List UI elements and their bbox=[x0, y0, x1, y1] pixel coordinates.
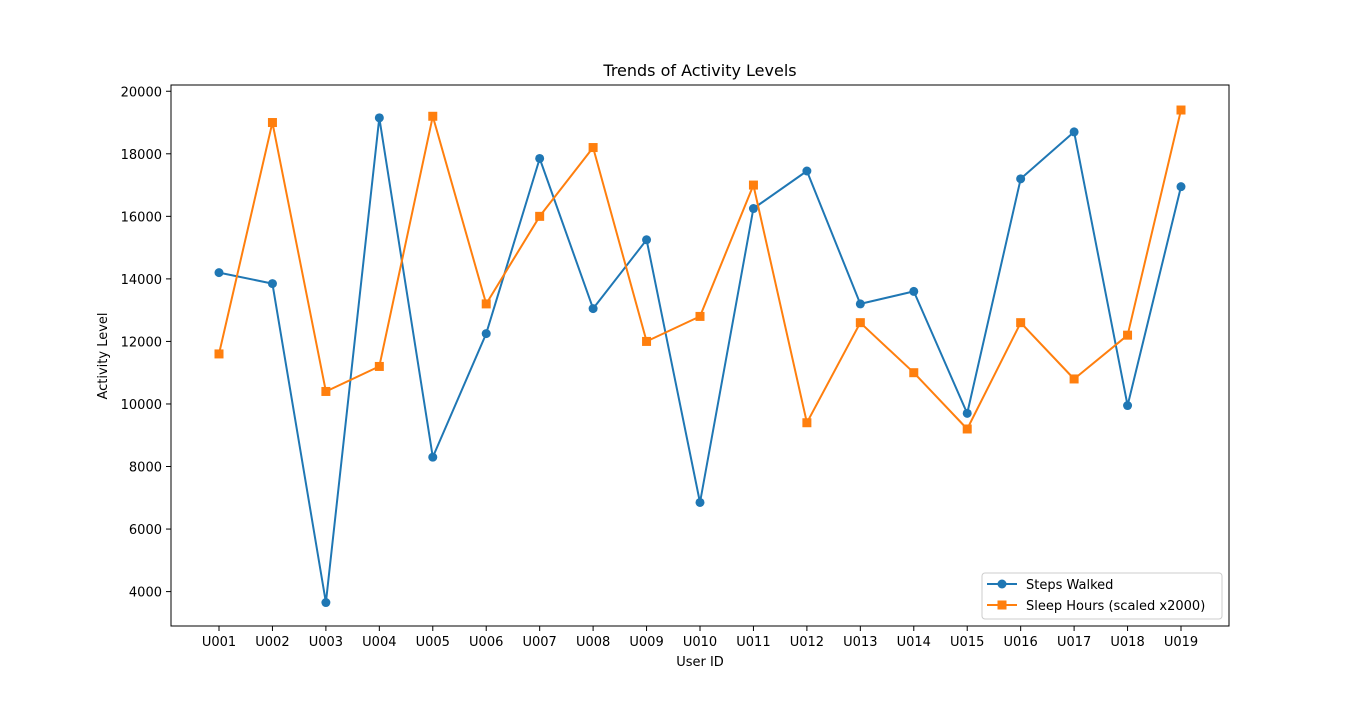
data-point bbox=[535, 153, 545, 163]
x-tick-label: U004 bbox=[362, 635, 396, 650]
x-tick-label: U013 bbox=[843, 635, 877, 650]
data-point bbox=[481, 299, 491, 309]
y-tick-label: 12000 bbox=[121, 335, 162, 350]
x-tick-label: U019 bbox=[1164, 635, 1198, 650]
y-tick-label: 20000 bbox=[121, 85, 162, 100]
data-point bbox=[588, 304, 598, 314]
y-tick-label: 8000 bbox=[129, 461, 162, 476]
legend-marker bbox=[997, 579, 1007, 589]
data-point bbox=[535, 211, 545, 221]
x-tick-label: U018 bbox=[1110, 635, 1144, 650]
data-point bbox=[1176, 182, 1186, 192]
data-point bbox=[374, 361, 384, 371]
y-axis: 4000 6000 8000 10000 12000 14000 16000 18000 200… bbox=[121, 85, 171, 601]
data-point bbox=[214, 268, 224, 278]
y-tick-label: 14000 bbox=[121, 273, 162, 288]
data-point bbox=[695, 497, 705, 507]
data-point bbox=[321, 386, 331, 396]
x-tick-label: U002 bbox=[255, 635, 289, 650]
data-point bbox=[481, 329, 491, 339]
data-point bbox=[802, 418, 812, 428]
data-point bbox=[802, 166, 812, 176]
data-point bbox=[748, 180, 758, 190]
data-point bbox=[909, 286, 919, 296]
data-point bbox=[428, 111, 438, 121]
data-point bbox=[214, 349, 224, 359]
data-point bbox=[374, 113, 384, 123]
y-tick-label: 10000 bbox=[121, 398, 162, 413]
series-layer bbox=[214, 105, 1186, 608]
x-tick-label: U009 bbox=[629, 635, 663, 650]
data-point bbox=[855, 299, 865, 309]
x-tick-label: U001 bbox=[202, 635, 236, 650]
x-tick-label: U008 bbox=[576, 635, 610, 650]
data-point bbox=[695, 311, 705, 321]
legend-label: Steps Walked bbox=[1026, 578, 1113, 593]
data-point bbox=[642, 235, 652, 245]
data-point bbox=[909, 368, 919, 378]
x-tick-label: U010 bbox=[683, 635, 717, 650]
x-axis: U001 U002 U003 U004 U005 U006 U007 U008 U009 U010… bbox=[202, 626, 1198, 650]
data-point bbox=[1016, 318, 1026, 328]
series-1 bbox=[214, 113, 1186, 608]
data-point bbox=[962, 424, 972, 434]
data-point bbox=[321, 598, 331, 608]
legend-box bbox=[981, 572, 1223, 620]
x-tick-label: U016 bbox=[1004, 635, 1038, 650]
data-point bbox=[267, 279, 277, 289]
data-point bbox=[1123, 330, 1133, 340]
data-point bbox=[855, 318, 865, 328]
y-tick-label: 18000 bbox=[121, 148, 162, 163]
series-2 bbox=[214, 105, 1186, 434]
data-point bbox=[748, 204, 758, 214]
x-tick-label: U003 bbox=[309, 635, 343, 650]
legend: Steps Walked Sleep Hours (scaled x2000) bbox=[981, 572, 1223, 620]
data-point bbox=[1069, 374, 1079, 384]
data-point bbox=[1123, 401, 1133, 411]
data-point bbox=[642, 336, 652, 346]
legend-marker bbox=[997, 600, 1007, 610]
x-axis-title: User ID bbox=[676, 655, 724, 670]
data-point bbox=[1016, 174, 1026, 184]
x-tick-label: U014 bbox=[897, 635, 931, 650]
x-tick-label: U015 bbox=[950, 635, 984, 650]
x-tick-label: U006 bbox=[469, 635, 503, 650]
legend-entry: Steps Walked bbox=[987, 578, 1113, 593]
data-point bbox=[267, 118, 277, 128]
y-tick-label: 6000 bbox=[129, 523, 162, 538]
x-tick-label: U005 bbox=[416, 635, 450, 650]
y-tick-label: 16000 bbox=[121, 210, 162, 225]
data-point bbox=[962, 408, 972, 418]
data-point bbox=[1176, 105, 1186, 115]
chart-title: Trends of Activity Levels bbox=[602, 61, 796, 80]
data-point bbox=[1069, 127, 1079, 137]
x-tick-label: U011 bbox=[736, 635, 770, 650]
x-tick-label: U007 bbox=[523, 635, 557, 650]
legend-entry: Sleep Hours (scaled x2000) bbox=[987, 599, 1205, 614]
x-tick-label: U012 bbox=[790, 635, 824, 650]
legend-label: Sleep Hours (scaled x2000) bbox=[1026, 599, 1205, 614]
data-point bbox=[588, 143, 598, 153]
data-point bbox=[428, 452, 438, 462]
x-tick-label: U017 bbox=[1057, 635, 1091, 650]
plot-area bbox=[170, 84, 1230, 627]
y-tick-label: 4000 bbox=[129, 586, 162, 601]
y-axis-title: Activity Level bbox=[96, 312, 111, 399]
